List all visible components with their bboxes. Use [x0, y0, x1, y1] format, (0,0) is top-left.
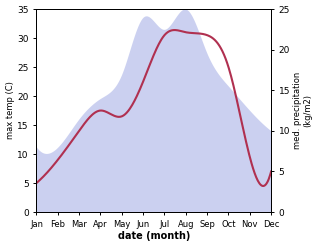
- Y-axis label: med. precipitation
(kg/m2): med. precipitation (kg/m2): [293, 72, 313, 149]
- Y-axis label: max temp (C): max temp (C): [5, 82, 15, 140]
- X-axis label: date (month): date (month): [118, 231, 190, 242]
